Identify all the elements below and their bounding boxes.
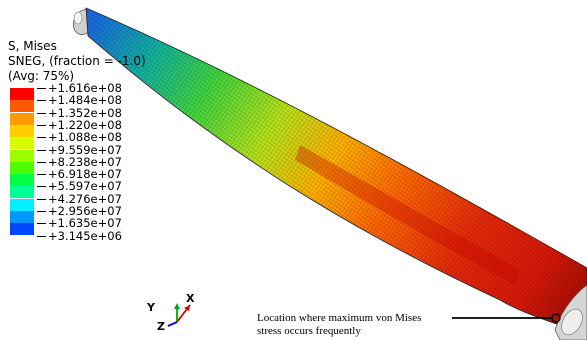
legend-title-section: SNEG, (fraction = -1.0) xyxy=(8,54,146,68)
legend-value: +2.956e+07 xyxy=(48,204,122,218)
legend-tick xyxy=(37,186,46,188)
legend-value: +1.635e+07 xyxy=(48,216,122,231)
triad-z-label: Z xyxy=(157,320,165,333)
legend-swatch xyxy=(10,198,34,211)
legend-value: +1.352e+08 xyxy=(48,105,122,120)
legend-swatch xyxy=(10,124,34,137)
legend-value: +9.559e+07 xyxy=(48,142,122,157)
legend-tick xyxy=(37,223,46,225)
annotation-line-2: stress occurs frequently xyxy=(257,325,361,337)
legend-swatch xyxy=(10,161,34,174)
legend-value: +6.918e+07 xyxy=(48,167,122,182)
legend-swatch xyxy=(10,174,34,187)
legend-tick xyxy=(37,124,46,126)
legend-tick xyxy=(37,149,46,151)
beam-contour-plot xyxy=(85,7,587,336)
legend-tick xyxy=(37,198,46,200)
legend-value: +4.276e+07 xyxy=(48,191,122,206)
legend-tick xyxy=(37,161,46,163)
legend-value: +1.484e+08 xyxy=(48,93,122,108)
legend-swatch xyxy=(10,211,34,223)
legend-title-variable: S, Mises xyxy=(8,39,57,53)
legend-value: +8.238e+07 xyxy=(48,154,122,169)
legend-tick xyxy=(37,88,46,89)
legend-value: +1.220e+08 xyxy=(48,117,122,132)
legend-tick xyxy=(37,211,46,212)
legend-tick xyxy=(37,174,46,176)
legend-tick xyxy=(37,100,46,102)
legend-tick xyxy=(37,137,46,139)
legend-value: +1.616e+08 xyxy=(48,81,122,95)
triad-x-label: X xyxy=(186,292,195,305)
legend-swatch xyxy=(10,100,34,113)
legend-tick xyxy=(37,235,46,237)
legend-swatch xyxy=(10,149,34,162)
coordinate-triad[interactable]: X Y Z xyxy=(146,292,195,333)
beam-end-cap-right xyxy=(554,284,587,340)
legend-swatch xyxy=(10,223,34,236)
legend-value: +1.088e+08 xyxy=(48,130,122,145)
legend-swatch xyxy=(10,112,34,125)
legend-swatch xyxy=(10,137,34,150)
legend-value: +3.145e+06 xyxy=(48,228,122,243)
legend-title-averaging: (Avg: 75%) xyxy=(8,69,75,83)
legend-swatch xyxy=(10,186,34,199)
annotation-line-1: Location where maximum von Mises xyxy=(257,312,422,324)
legend-value: +5.597e+07 xyxy=(48,179,122,194)
triad-y-label: Y xyxy=(146,301,156,314)
max-stress-annotation: Location where maximum von Mises stress … xyxy=(257,312,421,338)
legend-swatch xyxy=(10,88,34,100)
legend-tick xyxy=(37,112,46,114)
